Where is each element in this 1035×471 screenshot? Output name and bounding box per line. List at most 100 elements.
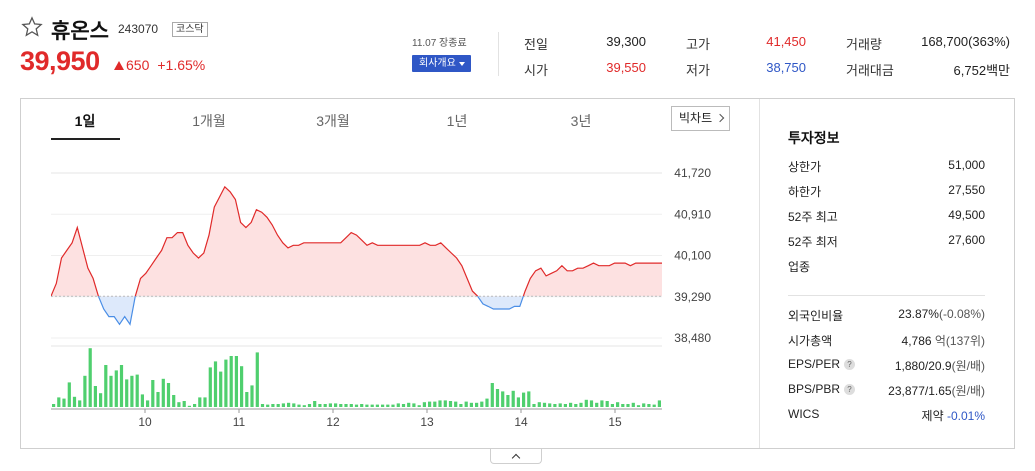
eps-per: 1,880/20.9 — [894, 359, 952, 373]
volume-bar — [485, 398, 489, 407]
tab-1d[interactable]: 1일 — [74, 113, 96, 129]
active-tab-indicator — [51, 138, 120, 140]
volume-bar — [454, 401, 458, 407]
open-value: 39,550 — [606, 60, 646, 75]
star-icon[interactable] — [21, 16, 43, 38]
stock-header: 휴온스 243070 코스닥 39,950 650 +1.65% 11.07 장종… — [0, 0, 1035, 96]
chart-panel: 1일 1개월 3개월 1년 3년 빅차트 41,720 40,910 40,100 3… — [20, 98, 1015, 449]
volume-bar — [297, 404, 301, 407]
eps-value: 1,880/20.9(원/배) — [895, 357, 985, 374]
w52-high-row: 52주 최고 49,500 — [788, 208, 985, 224]
wics-sector[interactable]: 제약 — [921, 409, 944, 423]
volume-bar — [495, 389, 500, 407]
volume-bar — [464, 401, 468, 407]
volume-bar — [328, 403, 332, 407]
volume-bar — [156, 392, 160, 407]
bigchart-button[interactable]: 빅차트 — [671, 106, 730, 131]
sector-row: 업종 — [788, 258, 985, 274]
volume-bar — [302, 405, 306, 407]
foreign-row: 외국인비율 23.87%(-0.08%) — [788, 307, 985, 323]
volume-bar — [584, 399, 588, 407]
volume-bar — [93, 386, 97, 407]
volume-bar — [553, 404, 557, 407]
intraday-chart[interactable]: 41,720 40,910 40,100 39,290 38,480 10 11 12 13 14… — [21, 139, 759, 450]
volume-bar — [522, 392, 526, 407]
volume-bar — [292, 403, 296, 407]
volume-bar — [600, 400, 604, 407]
tab-3y[interactable]: 3년 — [570, 113, 592, 129]
upper-limit-value: 51,000 — [948, 158, 985, 172]
volume-bar — [119, 365, 124, 407]
x-tick-label: 14 — [514, 415, 528, 429]
help-icon[interactable]: ? — [844, 359, 856, 370]
y-tick-label: 40,100 — [674, 249, 711, 263]
lower-limit-row: 하한가 27,550 — [788, 183, 985, 199]
volume-bar — [88, 348, 92, 407]
w52-low-value: 27,600 — [948, 233, 985, 247]
volume-bar — [626, 404, 630, 407]
amount-label: 거래대금 — [846, 63, 894, 78]
volume-bar — [579, 402, 583, 407]
current-price: 39,950 — [20, 46, 100, 76]
x-tick-label: 13 — [420, 415, 434, 429]
volume-bar — [281, 403, 285, 407]
volume-bar — [287, 402, 291, 407]
volume-bar — [480, 401, 484, 407]
volume-bar — [67, 382, 71, 407]
volume-bar — [109, 375, 113, 407]
volume-bar — [443, 400, 447, 407]
volume-bar — [657, 400, 661, 407]
volume-bar — [323, 404, 327, 407]
tab-3m[interactable]: 3개월 — [316, 113, 350, 129]
caret-down-icon — [459, 62, 465, 66]
volume-bar — [260, 404, 265, 407]
volume-bar — [208, 367, 212, 407]
volume-bar — [652, 404, 656, 407]
volume-bar — [370, 404, 374, 407]
sector-label[interactable]: 업종 — [788, 260, 811, 274]
volume-bar — [172, 395, 176, 407]
volume-bar — [114, 370, 118, 407]
price-change: 650 +1.65% — [114, 57, 205, 73]
volume-bar — [469, 402, 473, 407]
volume-bar — [187, 405, 191, 407]
market-close-date: 11.07 장종료 — [412, 38, 467, 49]
volume-bar — [318, 404, 322, 407]
volume-bar — [589, 400, 594, 407]
tab-1m[interactable]: 1개월 — [192, 113, 226, 129]
w52-low-label: 52주 최저 — [788, 235, 838, 249]
volume-bar — [219, 371, 223, 407]
volume-bar — [642, 403, 646, 407]
help-icon[interactable]: ? — [844, 384, 856, 395]
volume-bar — [245, 392, 249, 407]
volume-bar — [57, 397, 61, 407]
volume-bar — [391, 404, 395, 407]
volume-bar — [307, 404, 312, 407]
mktcap-row: 시가총액 4,786 억(137위) — [788, 332, 985, 348]
volume-bar — [213, 361, 218, 407]
chevron-right-icon — [715, 113, 725, 123]
prev-close-label: 전일 — [524, 37, 548, 52]
volume-bar — [78, 400, 82, 407]
foreign-ratio: 23.87% — [898, 307, 939, 321]
volume-bar — [396, 403, 400, 407]
collapse-button[interactable] — [490, 449, 542, 464]
upper-limit-label: 상한가 — [788, 160, 822, 174]
volume-bar — [360, 404, 364, 407]
volume-bar — [516, 397, 520, 407]
prev-close-value: 39,300 — [606, 34, 646, 49]
chevron-up-icon — [511, 453, 521, 463]
volume-bar — [527, 391, 531, 407]
volume-bar — [511, 390, 515, 407]
company-info-button[interactable]: 회사개요 — [412, 55, 471, 72]
volume-bar — [537, 402, 541, 407]
change-rate: +1.65% — [157, 57, 206, 73]
mktcap-label: 시가총액 — [788, 334, 833, 348]
volume-bar — [146, 400, 150, 407]
high-label: 고가 — [686, 37, 710, 52]
bps-unit: (원/배) — [951, 384, 985, 398]
volume-bar — [62, 398, 66, 407]
tab-1y[interactable]: 1년 — [446, 113, 468, 129]
volume-bar — [506, 395, 510, 407]
wics-change: -0.01% — [946, 409, 985, 423]
